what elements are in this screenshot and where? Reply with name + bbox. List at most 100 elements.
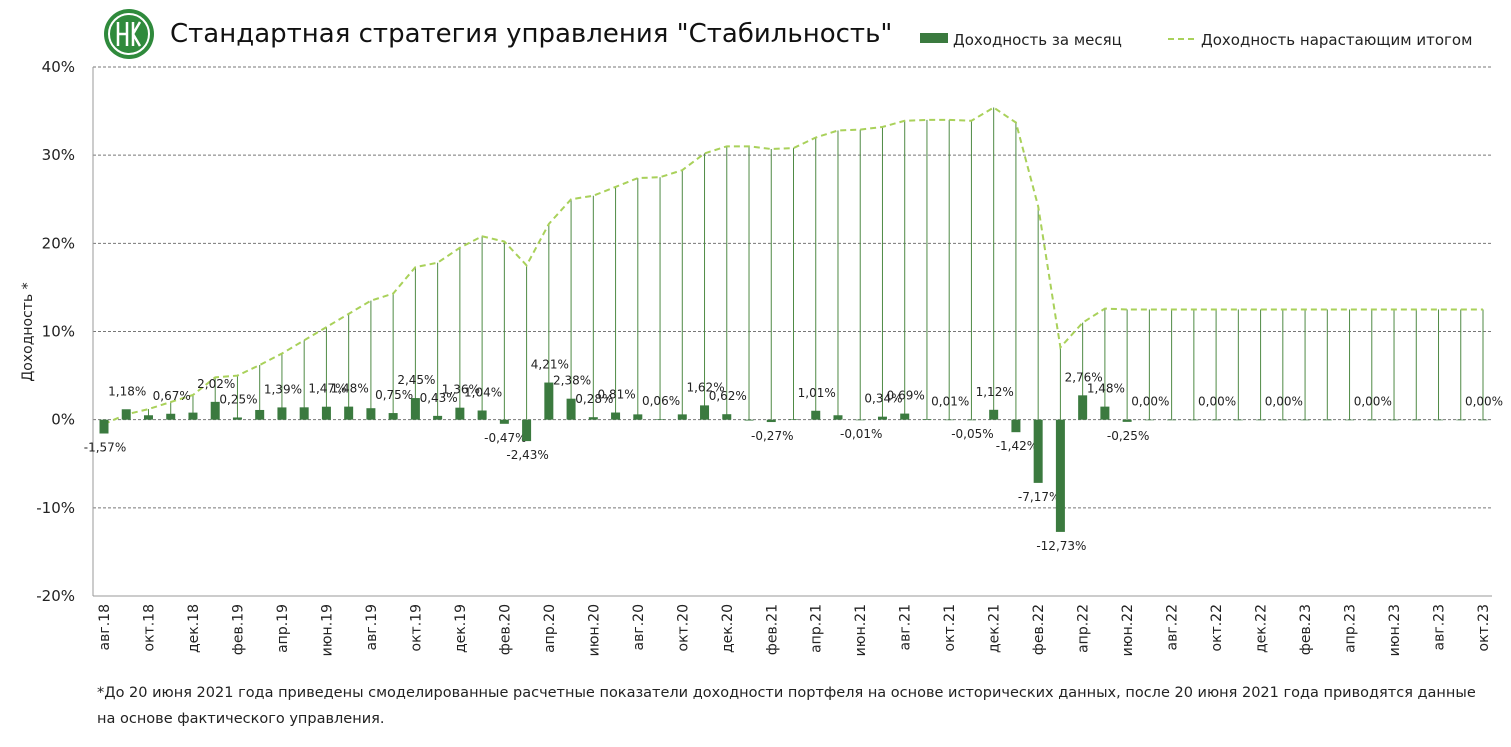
bar bbox=[522, 419, 532, 442]
bar bbox=[121, 409, 131, 420]
bar bbox=[700, 405, 710, 420]
x-tick-label: июн.19 bbox=[319, 604, 335, 656]
bar bbox=[477, 410, 487, 420]
bar bbox=[766, 419, 776, 423]
x-tick-label: июн.22 bbox=[1120, 604, 1136, 656]
bar bbox=[1211, 419, 1221, 421]
data-label: 0,34% bbox=[864, 392, 902, 406]
bar bbox=[944, 419, 954, 421]
data-label: -0,25% bbox=[1107, 429, 1149, 443]
x-tick-label: окт.22 bbox=[1209, 604, 1225, 651]
bar bbox=[677, 414, 687, 420]
x-tick-label: фев.21 bbox=[764, 604, 780, 655]
bar bbox=[232, 417, 242, 420]
x-tick-label: окт.20 bbox=[675, 604, 691, 651]
y-tick-label: 10% bbox=[42, 323, 75, 341]
bar bbox=[410, 398, 420, 420]
y-axis-label: Доходность * bbox=[20, 282, 36, 381]
bar bbox=[1033, 419, 1043, 483]
bar bbox=[1167, 419, 1177, 421]
data-label: -1,57% bbox=[84, 441, 126, 455]
bar bbox=[922, 419, 932, 420]
y-tick-label: 20% bbox=[42, 234, 75, 252]
bar bbox=[99, 419, 109, 434]
data-label: 0,43% bbox=[420, 391, 458, 405]
bar bbox=[1055, 419, 1065, 532]
x-tick-label: апр.23 bbox=[1343, 604, 1359, 653]
data-label: 0,00% bbox=[1198, 395, 1236, 409]
data-label: 2,45% bbox=[397, 373, 435, 387]
x-tick-label: авг.21 bbox=[898, 604, 914, 650]
data-label: 0,75% bbox=[375, 388, 413, 402]
x-tick-label: дек.19 bbox=[453, 604, 469, 653]
x-tick-label: авг.23 bbox=[1432, 604, 1448, 650]
data-label: 2,38% bbox=[553, 374, 591, 388]
x-tick-label: июн.20 bbox=[586, 604, 602, 656]
x-tick-label: фев.19 bbox=[230, 604, 246, 655]
data-label: 2,02% bbox=[197, 377, 235, 391]
bar bbox=[989, 409, 999, 420]
data-label: -12,73% bbox=[1036, 539, 1086, 553]
bar bbox=[143, 415, 153, 420]
data-label: -2,43% bbox=[506, 448, 548, 462]
data-label: 1,18% bbox=[108, 384, 146, 398]
x-tick-label: дек.21 bbox=[987, 604, 1003, 653]
x-tick-label: окт.21 bbox=[942, 604, 958, 651]
data-label: 0,62% bbox=[709, 389, 747, 403]
data-label: 0,00% bbox=[1131, 395, 1169, 409]
data-label: 0,00% bbox=[1465, 395, 1503, 409]
x-tick-label: фев.22 bbox=[1031, 604, 1047, 655]
bar bbox=[1011, 419, 1021, 433]
bar bbox=[900, 413, 910, 420]
bar bbox=[966, 419, 976, 421]
bar bbox=[188, 412, 198, 420]
bar bbox=[744, 419, 754, 421]
bar bbox=[588, 417, 598, 420]
footnote: *До 20 июня 2021 года приведены смоделир… bbox=[97, 685, 1476, 727]
bar bbox=[1278, 419, 1288, 421]
bar bbox=[455, 407, 465, 420]
bar bbox=[321, 406, 331, 420]
bar bbox=[877, 416, 887, 420]
data-label: 0,00% bbox=[1354, 395, 1392, 409]
bar bbox=[855, 419, 865, 421]
bar bbox=[1456, 419, 1466, 421]
bar bbox=[566, 398, 576, 420]
data-label: -0,27% bbox=[751, 429, 793, 443]
bar bbox=[1100, 406, 1110, 420]
bar bbox=[1434, 419, 1444, 421]
bar bbox=[388, 413, 398, 420]
data-label: -1,42% bbox=[996, 439, 1038, 453]
x-tick-label: апр.19 bbox=[275, 604, 291, 653]
bar bbox=[1189, 419, 1199, 421]
data-label: -0,05% bbox=[951, 427, 993, 441]
data-label: 1,48% bbox=[331, 382, 369, 396]
data-label: 0,06% bbox=[642, 394, 680, 408]
bar bbox=[1233, 419, 1243, 421]
bar bbox=[1345, 419, 1355, 421]
x-tick-label: дек.20 bbox=[720, 604, 736, 653]
bar bbox=[277, 407, 287, 420]
x-tick-label: апр.20 bbox=[542, 604, 558, 653]
x-tick-label: дек.18 bbox=[186, 604, 202, 653]
bar bbox=[633, 414, 643, 420]
y-tick-label: 40% bbox=[42, 58, 75, 76]
cumulative-line bbox=[103, 106, 1483, 425]
data-label: -0,01% bbox=[840, 427, 882, 441]
x-tick-label: дек.22 bbox=[1254, 604, 1270, 653]
x-tick-label: авг.18 bbox=[97, 604, 113, 650]
data-label: 1,12% bbox=[976, 385, 1014, 399]
bar bbox=[544, 382, 554, 420]
data-label: 1,39% bbox=[264, 382, 302, 396]
data-label: 0,25% bbox=[219, 392, 257, 406]
data-label: 0,01% bbox=[931, 395, 969, 409]
x-tick-label: фев.23 bbox=[1298, 604, 1314, 655]
x-tick-label: авг.22 bbox=[1165, 604, 1181, 650]
x-tick-label: окт.23 bbox=[1476, 604, 1492, 651]
x-tick-label: фев.20 bbox=[497, 604, 513, 655]
bar bbox=[344, 406, 354, 420]
bar bbox=[166, 413, 176, 420]
chart: Стандартная стратегия управления "Стабил… bbox=[20, 9, 1503, 656]
bar bbox=[1411, 419, 1421, 421]
y-tick-label: -20% bbox=[36, 587, 75, 605]
